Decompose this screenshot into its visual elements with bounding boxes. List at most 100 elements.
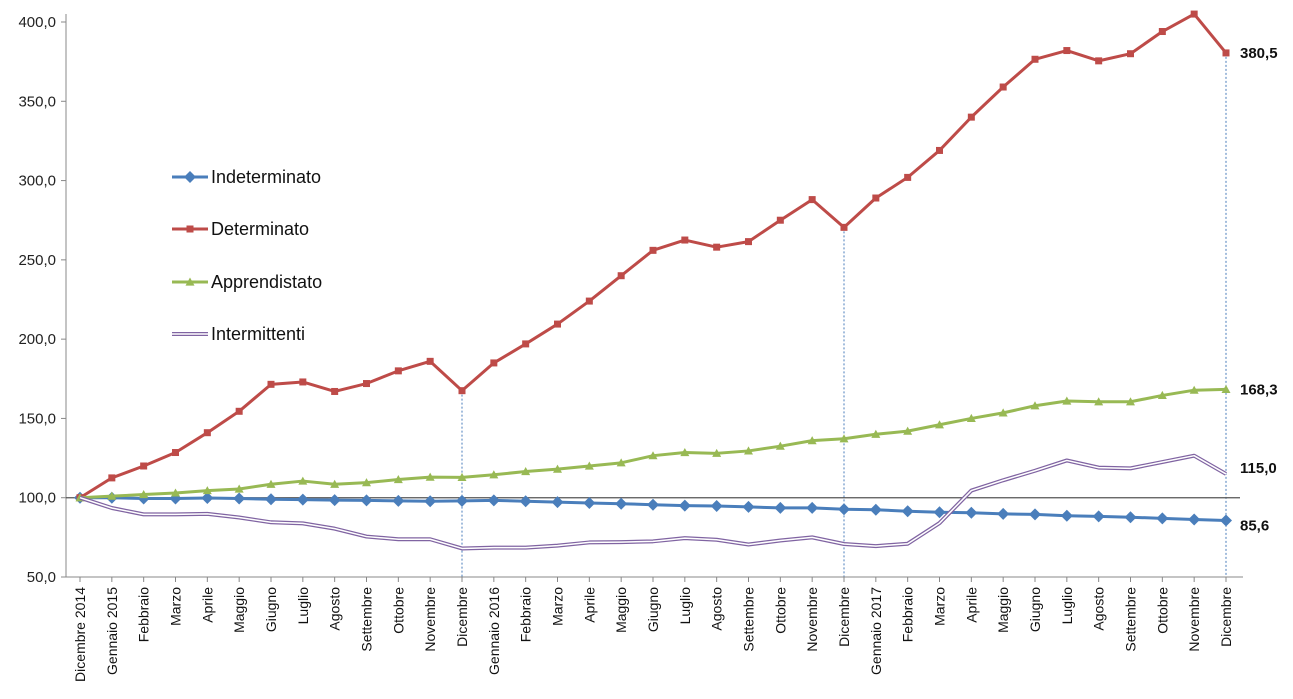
data-point bbox=[1158, 28, 1166, 36]
data-point bbox=[171, 488, 180, 497]
data-point bbox=[1092, 510, 1105, 523]
data-point bbox=[1031, 55, 1039, 63]
data-point bbox=[426, 357, 434, 365]
data-point bbox=[1063, 47, 1071, 55]
data-point bbox=[933, 506, 946, 519]
x-tick-label: Marzo bbox=[932, 587, 948, 626]
data-point bbox=[999, 83, 1007, 91]
legend-item-indeterminato: Indeterminato bbox=[172, 167, 321, 187]
legend-item-apprendistato: Apprendistato bbox=[172, 272, 322, 292]
data-point bbox=[519, 495, 532, 508]
x-tick-label: Marzo bbox=[550, 587, 566, 626]
data-point bbox=[649, 246, 657, 254]
x-tick-label: Novembre bbox=[1186, 587, 1202, 652]
legend-marker bbox=[184, 171, 196, 183]
data-point bbox=[1124, 511, 1137, 524]
legend-label: Intermittenti bbox=[211, 324, 305, 344]
legend-marker bbox=[186, 225, 194, 233]
legend-item-determinato: Determinato bbox=[172, 219, 309, 239]
data-point bbox=[362, 478, 371, 487]
x-tick-label: Maggio bbox=[231, 587, 247, 633]
data-point bbox=[774, 501, 787, 514]
series-line bbox=[79, 387, 1227, 500]
data-point bbox=[648, 451, 658, 460]
data-point bbox=[522, 340, 530, 348]
data-point bbox=[298, 476, 308, 485]
x-tick-label: Ottobre bbox=[1154, 587, 1170, 634]
data-point bbox=[1094, 397, 1104, 406]
data-point bbox=[1029, 508, 1041, 521]
x-tick-label: Maggio bbox=[995, 587, 1011, 633]
data-point bbox=[521, 467, 531, 476]
x-tick-label: Dicembre bbox=[836, 587, 852, 647]
data-point bbox=[681, 236, 689, 244]
data-point bbox=[806, 501, 819, 514]
x-tick-label: Gennaio 2016 bbox=[486, 587, 502, 675]
data-point bbox=[108, 474, 116, 482]
x-tick-label: Febbraio bbox=[900, 587, 916, 642]
data-point bbox=[490, 359, 498, 367]
data-point bbox=[330, 479, 340, 488]
data-point bbox=[363, 380, 370, 388]
x-tick-label: Febbraio bbox=[136, 587, 152, 642]
x-tick-label: Novembre bbox=[804, 587, 820, 652]
data-point bbox=[1222, 49, 1230, 57]
data-point bbox=[233, 492, 246, 505]
y-tick-label: 50,0 bbox=[27, 569, 56, 586]
data-point bbox=[776, 216, 784, 224]
x-tick-label: Luglio bbox=[295, 587, 311, 625]
x-tick-label: Aprile bbox=[199, 587, 215, 623]
data-point bbox=[296, 493, 309, 506]
x-tick-label: Gennaio 2017 bbox=[868, 587, 884, 675]
data-point bbox=[456, 494, 468, 507]
y-axis: 50,0 100,0 150,0 200,0 250,0 300,0 350,0 400,0 bbox=[18, 14, 67, 586]
data-point bbox=[331, 387, 339, 395]
y-tick-label: 250,0 bbox=[18, 252, 56, 269]
legend-marker bbox=[185, 277, 195, 286]
data-point bbox=[107, 491, 117, 500]
data-point bbox=[201, 492, 214, 505]
end-label-indeterminato: 85,6 bbox=[1240, 518, 1269, 535]
data-point bbox=[584, 461, 594, 470]
data-point bbox=[713, 243, 721, 251]
series-group bbox=[74, 10, 1232, 551]
end-label-intermittenti: 115,0 bbox=[1240, 460, 1277, 477]
x-tick-label: Giugno bbox=[1027, 587, 1043, 632]
data-point bbox=[203, 429, 211, 437]
data-point bbox=[936, 146, 943, 154]
data-point bbox=[678, 499, 691, 512]
data-point bbox=[553, 464, 562, 473]
data-point bbox=[935, 420, 944, 429]
data-point bbox=[172, 449, 179, 457]
data-point bbox=[1095, 57, 1103, 65]
x-tick-label: Dicembre bbox=[1218, 587, 1234, 647]
y-tick-label: 400,0 bbox=[18, 14, 56, 31]
data-point bbox=[808, 196, 816, 204]
data-point bbox=[1126, 397, 1135, 406]
data-point bbox=[234, 484, 244, 493]
data-point bbox=[360, 494, 373, 507]
y-tick-label: 100,0 bbox=[18, 490, 56, 507]
data-point bbox=[966, 413, 976, 423]
data-point bbox=[967, 113, 975, 121]
data-point bbox=[869, 503, 882, 516]
series-determinato bbox=[76, 10, 1230, 502]
data-point bbox=[583, 496, 596, 509]
legend: Indeterminato Determinato Apprendistato Int… bbox=[172, 167, 322, 344]
legend-label: Indeterminato bbox=[211, 167, 321, 187]
data-point bbox=[871, 429, 881, 438]
data-point bbox=[965, 506, 978, 519]
series-indeterminato bbox=[74, 491, 1232, 527]
data-point bbox=[616, 458, 626, 467]
x-tick-label: Agosto bbox=[327, 587, 343, 631]
legend-label: Determinato bbox=[211, 219, 309, 239]
y-tick-label: 350,0 bbox=[18, 93, 56, 110]
data-point bbox=[585, 297, 593, 305]
data-point bbox=[744, 446, 753, 455]
x-tick-label: Settembre bbox=[359, 587, 375, 652]
data-point bbox=[202, 486, 212, 495]
data-point bbox=[392, 494, 405, 507]
data-point bbox=[647, 498, 659, 511]
data-point bbox=[487, 494, 500, 507]
